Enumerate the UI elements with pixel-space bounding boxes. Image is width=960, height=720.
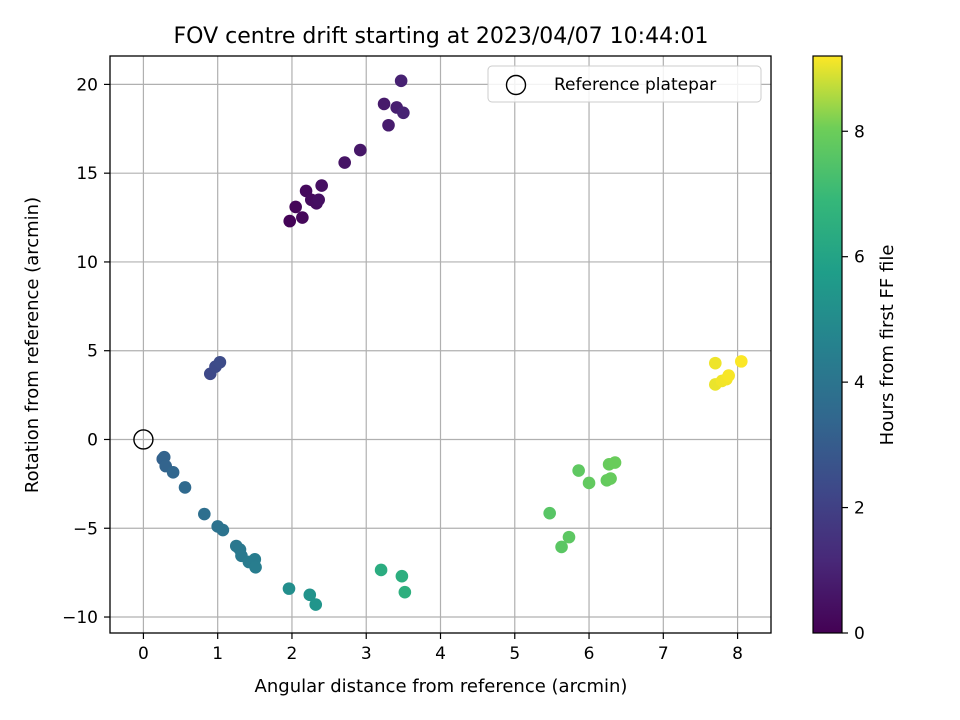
data-point	[555, 540, 568, 554]
data-point	[398, 585, 412, 599]
colorbar-label: Hours from first FF file	[877, 245, 898, 446]
data-point	[289, 200, 302, 214]
data-point	[315, 179, 328, 192]
x-tick-label: 3	[361, 644, 372, 664]
colorbar-tick-label: 2	[854, 499, 865, 519]
y-tick-label: −5	[73, 519, 98, 539]
y-axis-ticks: −10 −5 0 5 10 15 20	[62, 75, 110, 628]
data-point	[572, 464, 585, 477]
x-tick-label: 4	[435, 644, 446, 664]
y-tick-label: 0	[87, 430, 98, 450]
x-tick-label: 6	[584, 644, 595, 664]
data-point	[166, 466, 180, 479]
data-point	[303, 588, 317, 602]
colorbar-tick-label: 8	[854, 122, 865, 142]
y-tick-label: 20	[76, 75, 98, 95]
x-tick-label: 0	[138, 644, 149, 664]
colorbar: 0 2 4 6 8 Hours from first FF file	[812, 55, 898, 644]
data-point	[338, 156, 351, 169]
data-point	[582, 476, 596, 490]
x-tick-label: 1	[212, 644, 223, 664]
data-point	[395, 569, 409, 583]
y-tick-label: 15	[76, 164, 98, 184]
x-axis-ticks: 0 1 2 3 4 5 6 7 8	[138, 633, 743, 664]
data-point	[722, 369, 735, 382]
chart-title: FOV centre drift starting at 2023/04/07 …	[174, 24, 709, 49]
data-point	[562, 530, 576, 544]
data-point	[309, 598, 323, 611]
colorbar-ticks: 0 2 4 6 8	[842, 122, 865, 644]
colorbar-tick-label: 0	[854, 624, 865, 644]
data-point	[312, 193, 325, 207]
reference-marker	[133, 429, 154, 450]
data-point	[543, 506, 556, 520]
data-point	[734, 355, 748, 368]
colorbar-frame	[812, 55, 843, 634]
data-point	[213, 355, 227, 369]
data-point	[283, 214, 297, 228]
data-point	[708, 356, 722, 370]
x-tick-label: 2	[287, 644, 298, 664]
data-point	[178, 481, 192, 494]
x-tick-label: 5	[509, 644, 520, 664]
y-axis-label: Rotation from reference (arcmin)	[22, 197, 43, 493]
x-axis-label: Angular distance from reference (arcmin)	[255, 676, 628, 697]
data-point	[394, 74, 408, 88]
data-point	[282, 582, 296, 595]
data-point	[216, 523, 230, 537]
data-point	[296, 211, 309, 224]
reference-point	[133, 429, 154, 450]
data-point	[608, 456, 622, 469]
data-point	[249, 561, 262, 574]
y-tick-label: 5	[87, 342, 98, 362]
data-point	[397, 106, 410, 120]
data-point	[377, 97, 391, 111]
data-point	[374, 563, 388, 577]
data-point	[198, 507, 211, 521]
x-tick-label: 8	[732, 644, 743, 664]
grid-lines	[110, 56, 771, 633]
colorbar-gradient	[813, 56, 842, 633]
legend-label-reference: Reference platepar	[554, 75, 716, 95]
legend-marker-reference	[505, 74, 527, 96]
x-tick-label: 7	[658, 644, 669, 664]
colorbar-tick-label: 6	[854, 248, 865, 268]
y-tick-label: −10	[62, 608, 98, 628]
colorbar-tick-label: 4	[854, 373, 865, 393]
legend: Reference platepar	[487, 65, 762, 103]
data-point	[353, 143, 367, 157]
legend-box	[487, 65, 762, 103]
data-point	[604, 472, 617, 485]
data-points	[156, 74, 748, 611]
data-point	[382, 118, 395, 132]
y-tick-label: 10	[76, 253, 98, 273]
